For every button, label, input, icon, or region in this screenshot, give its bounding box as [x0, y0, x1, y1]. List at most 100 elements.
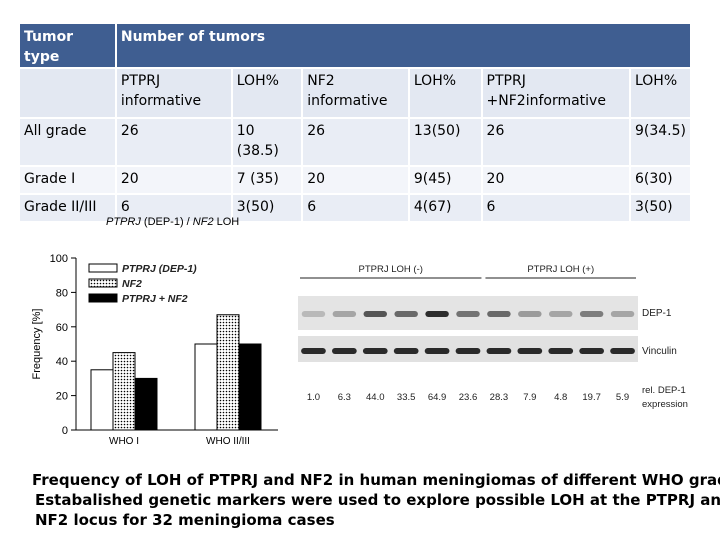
blot-group-label: PTPRJ LOH (-) [359, 264, 423, 275]
caption-line: Estabalished genetic markers were used t… [35, 491, 720, 509]
y-tick-label: 0 [62, 425, 68, 437]
table-cell: 3(50) [630, 195, 690, 221]
dep1-band [301, 311, 326, 317]
dep1-band [332, 311, 357, 317]
panel-caption-mid: (DEP-1) / [140, 216, 193, 228]
subheader-cell [20, 69, 115, 117]
value-label-line1: rel. DEP-1 [642, 385, 686, 396]
caption-line: NF2 locus for 32 meningioma cases [35, 511, 335, 529]
lane-value: 6.3 [338, 392, 351, 403]
lane-value: 1.0 [307, 392, 320, 403]
table-row: All grade 26 10 (38.5) 26 13(50) 26 9(34… [20, 119, 690, 165]
legend-label: NF2 [122, 278, 142, 290]
x-tick-label: WHO I [109, 436, 139, 447]
table-row: Grade II/III 6 3(50) 6 4(67) 6 3(50) [20, 195, 690, 221]
x-tick-label: WHO II/III [206, 436, 250, 447]
vinculin-band [610, 348, 635, 354]
subheader-cell: LOH% [232, 69, 302, 117]
vinculin-band [424, 348, 450, 354]
table-cell: 6(30) [630, 167, 690, 193]
table-cell: 7 (35) [232, 167, 302, 193]
y-tick-label: 60 [56, 322, 68, 334]
figure-caption: Frequency of LOH of PTPRJ and NF2 in hum… [32, 470, 720, 530]
dep1-band [518, 311, 542, 317]
y-tick-label: 100 [50, 253, 68, 265]
legend-swatch [88, 278, 118, 288]
table-cell: 20 [116, 167, 231, 193]
lane-value: 19.7 [582, 392, 601, 403]
vinculin-band [548, 348, 574, 354]
bar [134, 377, 158, 431]
bar [112, 352, 136, 431]
lane-value: 64.9 [428, 392, 447, 403]
table-cell: All grade [20, 119, 115, 165]
table-cell: 26 [303, 119, 408, 165]
table-subheader-row: PTPRJ informative LOH% NF2 informative L… [20, 69, 690, 117]
y-tick-label: 80 [56, 287, 68, 299]
dep1-band [363, 311, 388, 317]
dep1-band [425, 311, 449, 317]
table-cell: 26 [116, 119, 231, 165]
table-row: Grade I 20 7 (35) 20 9(45) 20 6(30) [20, 167, 690, 193]
row-label-vinculin: Vinculin [642, 346, 677, 357]
table-cell: 9(34.5) [630, 119, 690, 165]
table-header-row: Tumor type Number of tumors [20, 24, 690, 67]
vinculin-band [579, 348, 604, 354]
table-cell: 6 [116, 195, 231, 221]
table-cell: 4(67) [409, 195, 481, 221]
table-cell: 20 [482, 167, 629, 193]
subheader-cell: LOH% [630, 69, 690, 117]
y-axis-label: Frequency [%] [31, 309, 43, 380]
legend-label: PTPRJ (DEP-1) [122, 263, 197, 275]
bar [194, 343, 218, 431]
table-cell: Grade II/III [20, 195, 115, 221]
dep1-band [487, 311, 511, 317]
y-tick-label: 20 [56, 391, 68, 403]
vinculin-band [486, 348, 512, 354]
bar [216, 314, 240, 431]
vinculin-band [517, 348, 543, 354]
value-label-line2: expression [642, 399, 688, 410]
lane-value: 23.6 [459, 392, 478, 403]
vinculin-band [393, 348, 419, 354]
table-cell: 13(50) [409, 119, 481, 165]
legend-swatch [88, 293, 118, 303]
western-blot-panel: PTPRJ LOH (-) PTPRJ LOH (+) 1.0 6.3 44.0 33.5… [298, 264, 688, 410]
lane-value: 5.9 [616, 392, 629, 403]
header-tumor-type: Tumor type [20, 24, 115, 67]
row-label-dep1: DEP-1 [642, 308, 672, 319]
table-cell: 26 [482, 119, 629, 165]
dep1-band [548, 311, 573, 317]
lane-value: 4.8 [554, 392, 567, 403]
table-cell: 3(50) [232, 195, 302, 221]
lane-value: 7.9 [523, 392, 536, 403]
subheader-cell: PTPRJ informative [116, 69, 231, 117]
loh-table: Tumor type Number of tumors PTPRJ inform… [18, 22, 692, 223]
vinculin-band [332, 348, 357, 354]
blot-group-label: PTPRJ LOH (+) [527, 264, 594, 275]
subheader-cell: LOH% [409, 69, 481, 117]
legend-swatch [88, 263, 118, 273]
panel-caption-gene1: PTPRJ [106, 216, 141, 228]
lane-value: 33.5 [397, 392, 416, 403]
table-cell: 9(45) [409, 167, 481, 193]
vinculin-band [362, 348, 388, 354]
vinculin-band [455, 348, 481, 354]
table-cell: 10 (38.5) [232, 119, 302, 165]
loh-frequency-chart: 0 20 40 60 80 100 Frequency [%] WHO I WHO II/III… [31, 253, 278, 447]
table-cell: 20 [303, 167, 408, 193]
y-tick-label: 40 [56, 356, 68, 368]
subheader-cell: PTPRJ +NF2informative [482, 69, 629, 117]
bar [238, 343, 262, 431]
table-cell: Grade I [20, 167, 115, 193]
caption-line: Frequency of LOH of PTPRJ and NF2 in hum… [32, 471, 720, 489]
dep1-band [579, 311, 604, 317]
bar [90, 369, 114, 431]
panel-caption-gene2: NF2 [192, 216, 214, 228]
dep1-band [610, 311, 635, 317]
table-cell: 6 [482, 195, 629, 221]
figure-panel-caption: PTPRJ (DEP-1) / NF2 LOH [106, 216, 239, 228]
header-number-of-tumors: Number of tumors [116, 24, 690, 67]
lane-value: 44.0 [366, 392, 385, 403]
legend-label: PTPRJ + NF2 [122, 293, 188, 305]
